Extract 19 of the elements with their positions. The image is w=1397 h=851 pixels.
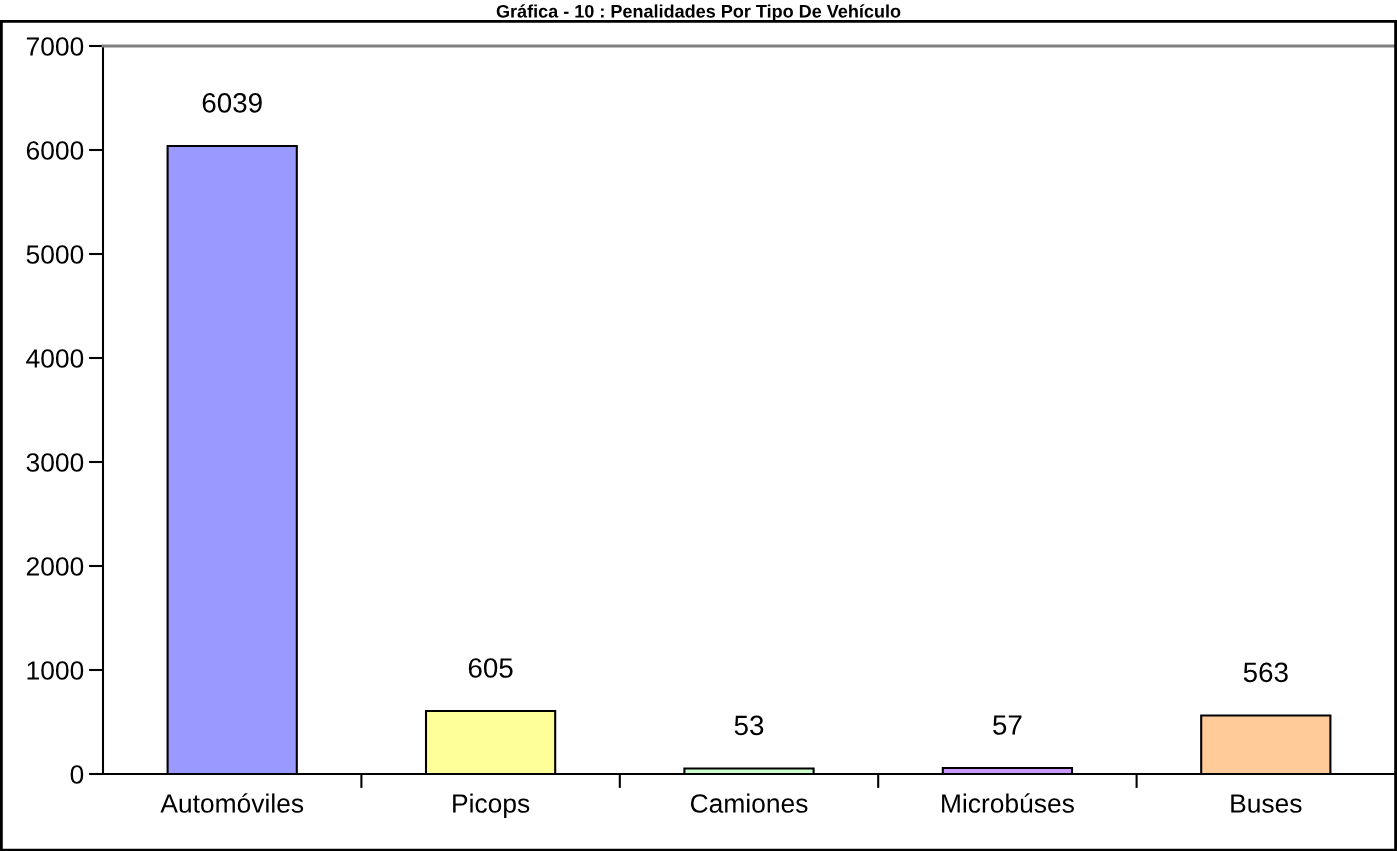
data-label: 6039: [202, 93, 262, 113]
y-tick-label: 0: [70, 765, 84, 784]
x-tick-label: Camiones: [690, 793, 808, 813]
x-tick-label: Automóviles: [160, 793, 304, 813]
y-tick-label: 5000: [26, 245, 84, 264]
x-tick-label: Picops: [453, 793, 530, 819]
x-tick-label: Buses: [1231, 794, 1302, 813]
data-label: 563: [1243, 662, 1288, 683]
y-tick-label: 1000: [27, 661, 84, 680]
y-tick-label: 2000: [26, 557, 84, 576]
y-tick-label: 6000: [26, 141, 84, 160]
chart-title: Gráfica - 10 : Penalidades Por Tipo De Vehículo: [496, 4, 901, 22]
y-tick-label: 7000: [26, 37, 84, 56]
x-tick-label: Microbúses: [942, 793, 1074, 813]
y-tick-label: 3000: [26, 453, 84, 472]
data-label: 53: [734, 715, 764, 736]
data-label: 57: [993, 715, 1022, 735]
y-tick-label: 4000: [26, 349, 84, 368]
data-label: 605: [468, 658, 513, 678]
